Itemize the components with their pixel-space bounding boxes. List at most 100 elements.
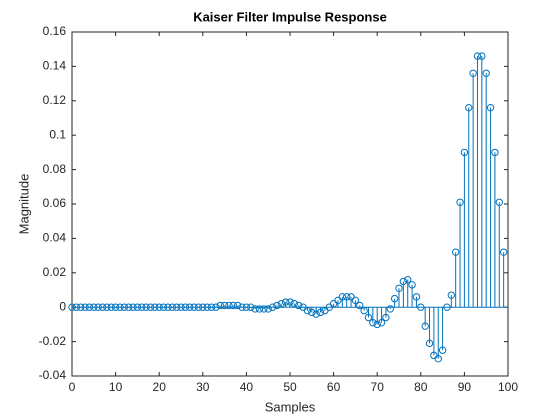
stem-marker — [438, 346, 447, 354]
stem-marker — [177, 303, 185, 311]
stem-marker — [146, 303, 155, 311]
stem-marker — [216, 301, 224, 310]
y-tick-label: 0.02 — [43, 265, 67, 279]
y-tick-label: 0.04 — [43, 231, 67, 245]
stem-marker — [120, 303, 129, 311]
stem-marker — [286, 298, 294, 306]
stem-marker — [181, 303, 190, 311]
stem-marker — [373, 320, 381, 329]
y-tick-label: -0.02 — [39, 334, 67, 348]
stem-marker — [482, 69, 490, 77]
stem-marker — [107, 303, 115, 311]
x-tick-label: 100 — [498, 380, 518, 394]
y-tick-label: 0.06 — [43, 196, 67, 210]
stem-marker — [164, 303, 172, 311]
x-tick-label: 80 — [414, 380, 428, 394]
stem-marker — [295, 301, 303, 310]
stem-marker — [421, 322, 429, 330]
stem-marker — [486, 103, 495, 112]
stem-marker — [308, 308, 316, 317]
stem-marker — [360, 306, 368, 315]
stem-marker — [303, 306, 312, 315]
stem-marker — [138, 303, 146, 311]
stem-marker — [190, 303, 198, 311]
stem-marker — [129, 303, 137, 311]
stem-marker — [98, 303, 107, 311]
stem-marker — [225, 301, 233, 310]
chart-title: Kaiser Filter Impulse Response — [193, 9, 387, 24]
stem-marker — [94, 303, 102, 311]
y-tick-label: 0.1 — [49, 127, 66, 141]
stem-marker — [443, 303, 451, 311]
stem-marker — [186, 303, 194, 311]
x-tick-label: 50 — [283, 380, 297, 394]
stem-marker — [233, 301, 242, 310]
stem-marker — [312, 310, 320, 318]
stem-marker — [124, 303, 133, 311]
x-tick-label: 0 — [69, 380, 76, 394]
stem-marker — [351, 296, 360, 305]
y-tick-label: -0.04 — [39, 368, 67, 382]
stem-marker — [273, 301, 281, 310]
plot-area — [71, 31, 509, 377]
stem-marker — [390, 294, 399, 303]
stem-marker — [281, 298, 290, 306]
stem-marker — [207, 303, 216, 311]
y-tick-label: 0.16 — [43, 24, 67, 38]
stem-marker — [478, 52, 486, 60]
stem-marker — [238, 303, 246, 311]
stem-marker — [456, 198, 464, 206]
stem-marker — [408, 281, 416, 289]
stem-marker — [142, 303, 150, 311]
y-axis-label: Magnitude — [16, 174, 31, 235]
stem-marker — [247, 303, 255, 311]
stem-marker — [260, 305, 268, 313]
stem-marker — [159, 303, 168, 311]
stem-marker — [255, 305, 264, 313]
stem-marker — [111, 303, 120, 311]
stem-marker — [386, 305, 394, 313]
stem-marker — [172, 303, 181, 311]
x-tick-label: 20 — [153, 380, 167, 394]
x-tick-label: 90 — [458, 380, 472, 394]
stem-marker — [242, 303, 251, 311]
stem-marker — [103, 303, 111, 311]
stem-marker — [268, 303, 277, 311]
stem-marker — [90, 303, 98, 311]
stem-marker — [203, 303, 211, 311]
x-tick-label: 10 — [109, 380, 123, 394]
stem-marker — [395, 284, 403, 292]
stem-marker — [194, 303, 203, 311]
stem-marker — [469, 69, 477, 77]
stem-marker — [81, 303, 89, 311]
x-tick-label: 70 — [371, 380, 385, 394]
stem-marker — [364, 313, 373, 322]
stem-marker — [425, 339, 434, 348]
stem-marker — [277, 300, 285, 308]
stem-marker — [151, 303, 159, 311]
stem-marker — [342, 293, 351, 301]
y-tick-label: 0.12 — [43, 93, 67, 107]
stem-marker — [434, 355, 442, 363]
stem-marker — [72, 303, 81, 311]
stem-marker — [251, 305, 259, 313]
y-tick-label: 0.14 — [43, 59, 67, 73]
stem-marker — [412, 293, 421, 301]
stem-marker — [168, 303, 176, 311]
stem-marker — [264, 305, 272, 313]
y-tick-label: 0.08 — [43, 162, 67, 176]
y-tick-label: 0 — [59, 299, 66, 313]
stem-marker — [338, 293, 347, 301]
stem-marker — [377, 318, 386, 327]
stem-marker — [460, 148, 469, 157]
stem-marker — [133, 303, 142, 311]
stem-marker — [85, 303, 94, 311]
stem-marker — [220, 301, 229, 310]
stem-marker — [212, 303, 220, 311]
stem-marker — [495, 198, 503, 206]
x-tick-label: 40 — [240, 380, 254, 394]
x-axis-label: Samples — [265, 399, 316, 414]
stem-marker — [356, 301, 364, 310]
